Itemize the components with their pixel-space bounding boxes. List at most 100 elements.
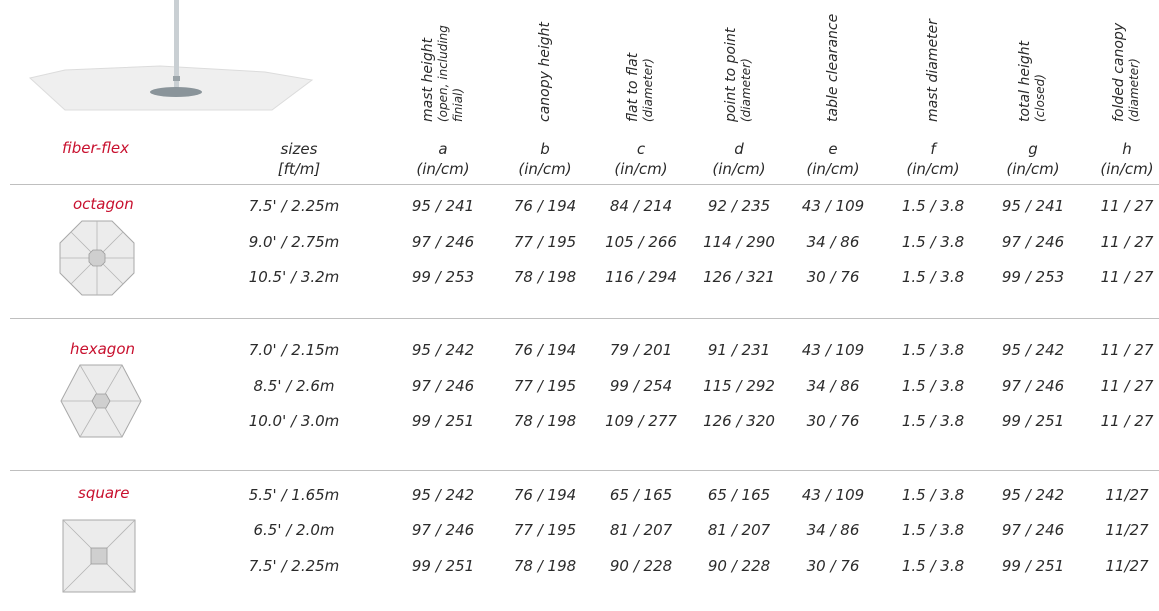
column-header-a: a (in/cm) [388, 139, 498, 179]
sizes-header-line1: sizes [280, 140, 318, 158]
column-unit-g: (in/cm) [1006, 160, 1060, 178]
column-header-f: f (in/cm) [878, 139, 988, 179]
value-cell-b: 78 / 198 [513, 268, 577, 286]
column-title-g-sub1: (closed) [1033, 74, 1047, 122]
column-title-g-name: total height [1017, 40, 1033, 122]
group-label-square: square [78, 484, 130, 502]
value-cell-h: 11 / 27 [1100, 377, 1154, 395]
column-title-h-name: folded canopy [1111, 22, 1127, 122]
value-cell-b: 78 / 198 [513, 557, 577, 575]
column-unit-a: (in/cm) [416, 160, 470, 178]
column-header-h: h (in/cm) [1072, 139, 1159, 179]
value-cell-f: 1.5 / 3.8 [901, 486, 965, 504]
value-cell-e: 30 / 76 [806, 412, 860, 430]
value-cell-e: 30 / 76 [806, 268, 860, 286]
value-cell-g: 95 / 242 [1001, 341, 1065, 359]
value-cell-f: 1.5 / 3.8 [901, 233, 965, 251]
value-cell-h: 11 / 27 [1100, 412, 1154, 430]
value-cell-c: 84 / 214 [609, 197, 673, 215]
column-title-g: total height (closed) [1017, 40, 1048, 122]
column-header-b: b (in/cm) [490, 139, 600, 179]
value-cell-d: 126 / 320 [703, 412, 775, 430]
size-cell: 10.0' / 3.0m [248, 412, 340, 430]
value-cell-e: 43 / 109 [801, 197, 865, 215]
column-title-e-name: table clearance [824, 13, 841, 122]
value-cell-h: 11/27 [1105, 486, 1149, 504]
octagon-icon [59, 220, 135, 296]
sizes-header-line2: [ft/m] [277, 160, 321, 178]
value-cell-b: 77 / 195 [513, 521, 577, 539]
value-cell-c: 109 / 277 [605, 412, 677, 430]
value-cell-b: 76 / 194 [513, 197, 577, 215]
value-cell-d: 92 / 235 [707, 197, 771, 215]
value-cell-f: 1.5 / 3.8 [901, 377, 965, 395]
value-cell-c: 65 / 165 [609, 486, 673, 504]
value-cell-d: 115 / 292 [703, 377, 775, 395]
value-cell-g: 95 / 241 [1001, 197, 1065, 215]
value-cell-d: 114 / 290 [703, 233, 775, 251]
value-cell-e: 43 / 109 [801, 341, 865, 359]
column-letter-d: d [734, 140, 744, 158]
size-cell: 7.5' / 2.25m [248, 557, 340, 575]
column-letter-g: g [1028, 140, 1038, 158]
value-cell-a: 95 / 242 [411, 341, 475, 359]
column-unit-f: (in/cm) [906, 160, 960, 178]
value-cell-h: 11 / 27 [1100, 268, 1154, 286]
size-cell: 10.5' / 3.2m [248, 268, 340, 286]
value-cell-g: 97 / 246 [1001, 377, 1065, 395]
column-title-h: folded canopy (diameter) [1111, 22, 1142, 122]
value-cell-h: 11 / 27 [1100, 233, 1154, 251]
column-unit-h: (in/cm) [1100, 160, 1154, 178]
column-header-d: d (in/cm) [684, 139, 794, 179]
group-label-hexagon: hexagon [70, 340, 136, 358]
value-cell-g: 99 / 251 [1001, 557, 1065, 575]
column-title-b: canopy height [536, 22, 553, 122]
group-label-octagon: octagon [73, 195, 134, 213]
value-cell-h: 11 / 27 [1100, 197, 1154, 215]
brand-label: fiber-flex [62, 139, 129, 157]
value-cell-e: 30 / 76 [806, 557, 860, 575]
value-cell-d: 81 / 207 [707, 521, 771, 539]
column-title-b-name: canopy height [536, 22, 553, 122]
column-unit-d: (in/cm) [712, 160, 766, 178]
value-cell-g: 97 / 246 [1001, 233, 1065, 251]
column-letter-e: e [828, 140, 838, 158]
column-unit-b: (in/cm) [518, 160, 572, 178]
value-cell-g: 97 / 246 [1001, 521, 1065, 539]
value-cell-e: 34 / 86 [806, 233, 860, 251]
value-cell-a: 99 / 251 [411, 412, 475, 430]
value-cell-h: 11/27 [1105, 521, 1149, 539]
column-title-c-sub1: (diameter) [641, 58, 655, 122]
value-cell-d: 126 / 321 [703, 268, 775, 286]
value-cell-f: 1.5 / 3.8 [901, 197, 965, 215]
value-cell-f: 1.5 / 3.8 [901, 521, 965, 539]
value-cell-g: 99 / 253 [1001, 268, 1065, 286]
column-header-e: e (in/cm) [778, 139, 888, 179]
value-cell-a: 97 / 246 [411, 233, 475, 251]
column-unit-c: (in/cm) [614, 160, 668, 178]
sizes-header: sizes [ft/m] [244, 139, 354, 179]
value-cell-f: 1.5 / 3.8 [901, 341, 965, 359]
column-header-c: c (in/cm) [586, 139, 696, 179]
value-cell-e: 43 / 109 [801, 486, 865, 504]
column-title-f: mast diameter [924, 19, 941, 122]
column-letter-f: f [930, 140, 936, 158]
value-cell-c: 116 / 294 [605, 268, 677, 286]
group-divider-2 [10, 470, 1159, 471]
hexagon-icon [60, 364, 142, 438]
value-cell-a: 99 / 251 [411, 557, 475, 575]
value-cell-b: 76 / 194 [513, 341, 577, 359]
value-cell-e: 34 / 86 [806, 521, 860, 539]
value-cell-c: 99 / 254 [609, 377, 673, 395]
size-cell: 5.5' / 1.65m [248, 486, 340, 504]
column-title-h-sub1: (diameter) [1127, 58, 1141, 122]
size-cell: 8.5' / 2.6m [253, 377, 335, 395]
column-title-f-name: mast diameter [924, 19, 941, 122]
column-letter-h: h [1122, 140, 1132, 158]
value-cell-f: 1.5 / 3.8 [901, 268, 965, 286]
group-divider-1 [10, 318, 1159, 319]
column-title-d-sub1: (diameter) [739, 58, 753, 122]
value-cell-c: 105 / 266 [605, 233, 677, 251]
value-cell-d: 65 / 165 [707, 486, 771, 504]
value-cell-f: 1.5 / 3.8 [901, 557, 965, 575]
